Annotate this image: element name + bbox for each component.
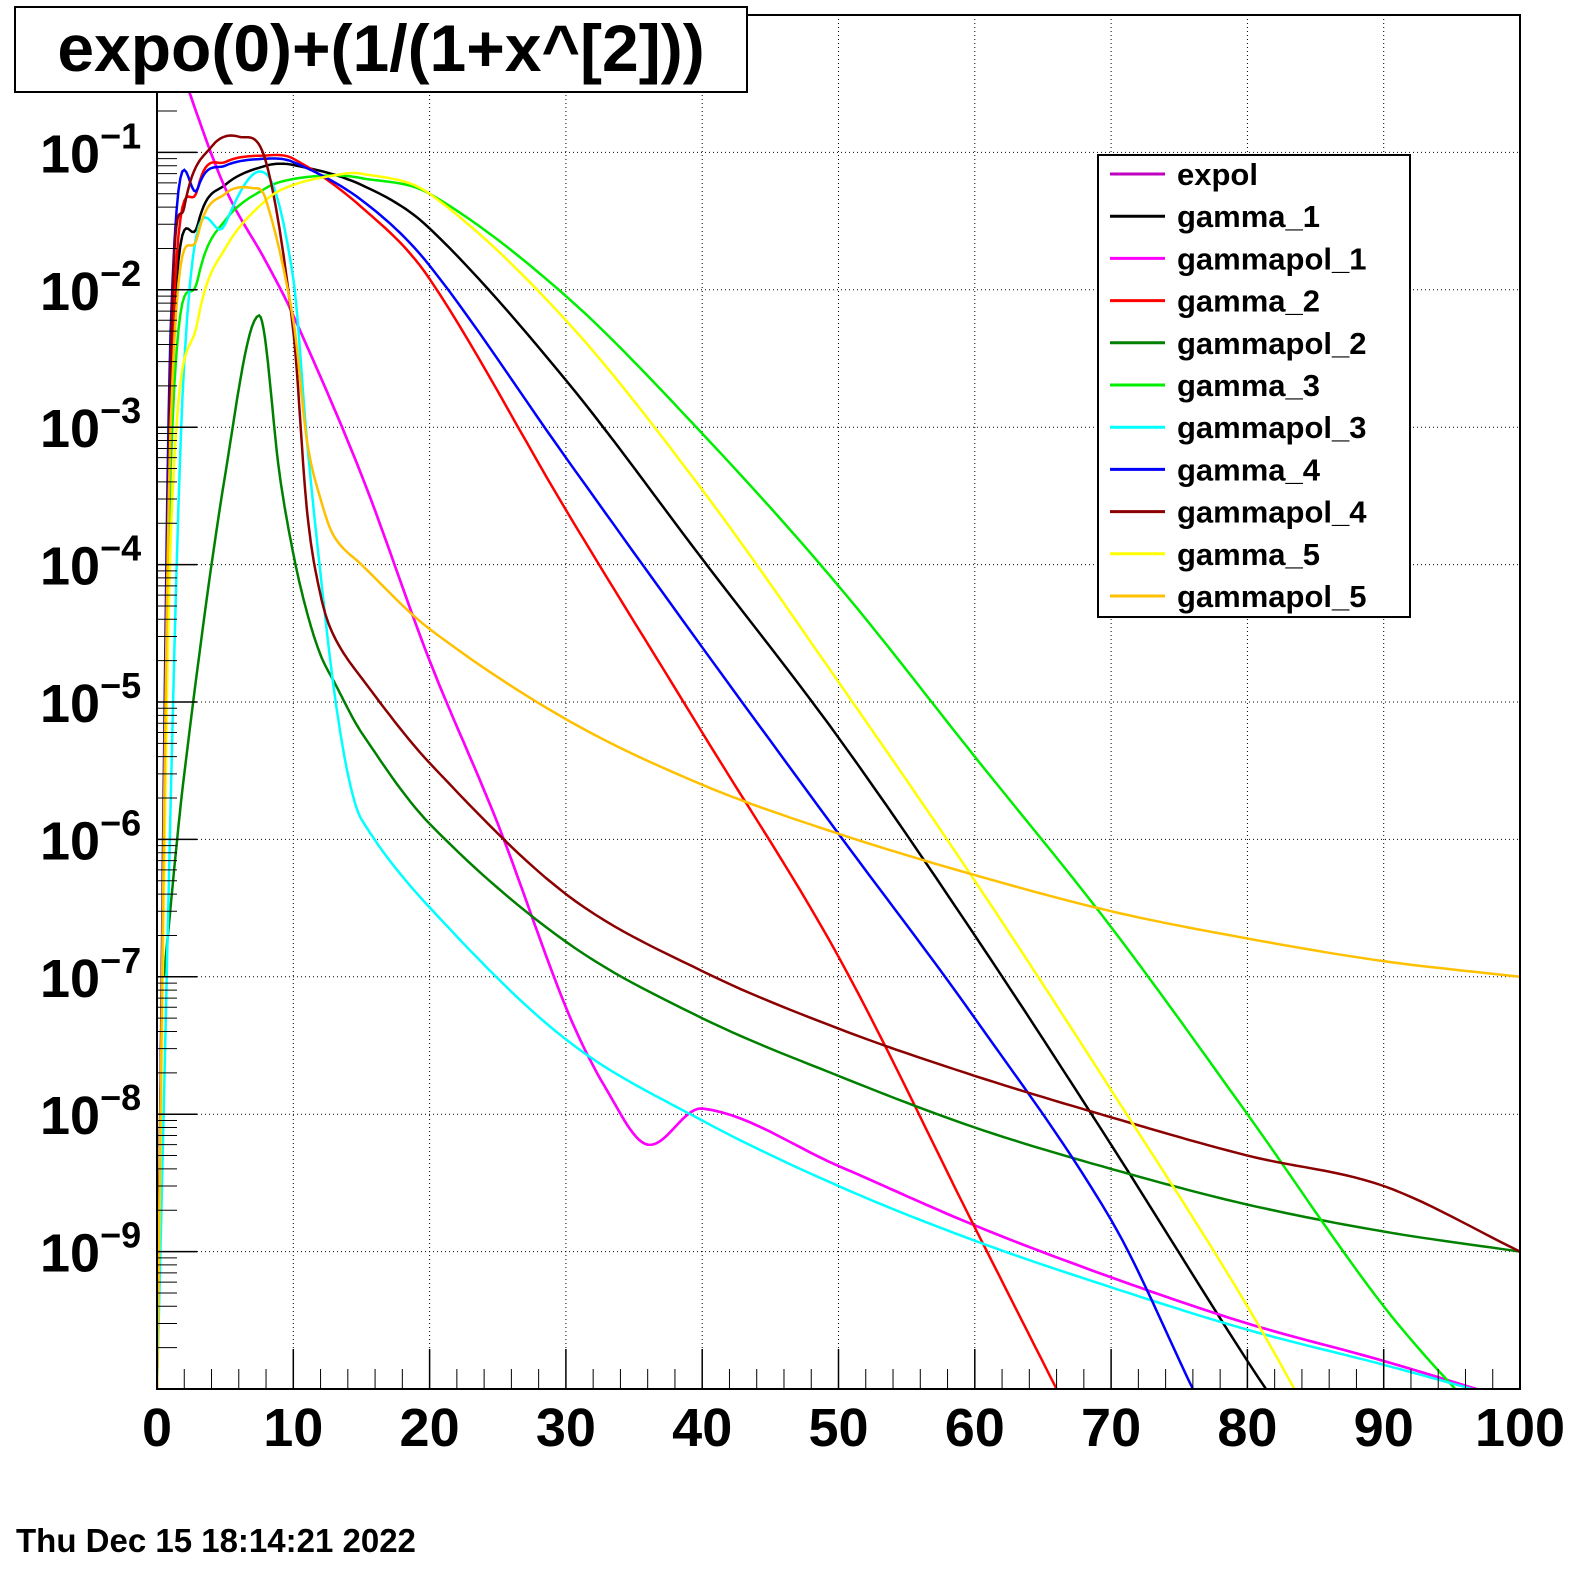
series-gammapol_1	[162, 15, 1481, 1389]
y-tick-exponent: −9	[100, 1215, 141, 1256]
y-tick-base: 10	[40, 262, 100, 322]
x-tick-labels: 0 10 20 30 40 50 60 70 80 90 100	[142, 1398, 1565, 1458]
series-gammapol_4	[157, 134, 1520, 1389]
y-tick-exponent: −4	[100, 528, 141, 569]
legend-label-expol: expol	[1177, 157, 1258, 192]
y-tick-label: 10−4	[40, 528, 141, 597]
y-tick-exponent: −3	[100, 390, 141, 431]
y-tick-label: 10−8	[40, 1077, 141, 1146]
legend-label-gamma_3: gamma_3	[1177, 368, 1320, 403]
y-tick-exponent: −1	[100, 115, 141, 156]
legend-label-gamma_5: gamma_5	[1177, 537, 1320, 572]
legend-label-gammapol_4: gammapol_4	[1177, 495, 1367, 530]
chart-title: expo(0)+(1/(1+x^[2]))	[57, 11, 704, 85]
legend-label-gamma_1: gamma_1	[1177, 199, 1320, 234]
y-tick-label: 10−7	[40, 940, 141, 1009]
x-tick-label: 70	[1081, 1398, 1141, 1458]
timestamp: Thu Dec 15 18:14:21 2022	[16, 1522, 416, 1559]
x-tick-label: 60	[945, 1398, 1005, 1458]
y-tick-base: 10	[40, 537, 100, 597]
title-box: expo(0)+(1/(1+x^[2]))	[14, 6, 748, 93]
x-tick-label: 50	[808, 1398, 868, 1458]
legend-label-gammapol_3: gammapol_3	[1177, 410, 1367, 445]
series-gamma_1	[157, 162, 1268, 1389]
y-tick-label: 10−2	[40, 253, 141, 322]
legend: expol gamma_1 gammapol_1 gamma_2 gammapol_2g…	[1097, 154, 1411, 618]
x-tick-label: 20	[400, 1398, 460, 1458]
y-tick-base: 10	[40, 674, 100, 734]
x-tick-label: 0	[142, 1398, 172, 1458]
series-gamma_5	[157, 171, 1296, 1389]
y-tick-base: 10	[40, 1086, 100, 1146]
x-tick-label: 100	[1475, 1398, 1565, 1458]
x-tick-label: 30	[536, 1398, 596, 1458]
y-tick-base: 10	[40, 124, 100, 184]
y-tick-base: 10	[40, 399, 100, 459]
y-tick-exponent: −2	[100, 253, 141, 294]
y-tick-label: 10−9	[40, 1215, 141, 1284]
y-tick-exponent: −7	[100, 940, 141, 981]
legend-label-gammapol_2: gammapol_2	[1177, 326, 1367, 361]
y-tick-exponent: −8	[100, 1077, 141, 1118]
axis-ticks	[156, 14, 1521, 1390]
y-tick-label: 10−5	[40, 665, 141, 734]
curves	[157, 15, 1520, 1389]
y-tick-label: 10−6	[40, 802, 141, 871]
series-gammapol_2	[162, 313, 1520, 1253]
y-tick-base: 10	[40, 949, 100, 1009]
x-tick-label: 40	[672, 1398, 732, 1458]
legend-label-gammapol_1: gammapol_1	[1177, 241, 1367, 276]
y-tick-labels: 10−110−210−310−410−510−610−710−810−9	[40, 115, 141, 1283]
legend-label-gammapol_5: gammapol_5	[1177, 579, 1367, 614]
x-tick-label: 10	[263, 1398, 323, 1458]
y-tick-exponent: −5	[100, 665, 141, 706]
series-gammapol_3	[157, 170, 1477, 1389]
series-gammapol_5	[157, 185, 1520, 1389]
x-tick-label: 80	[1217, 1398, 1277, 1458]
y-tick-base: 10	[40, 811, 100, 871]
y-tick-label: 10−3	[40, 390, 141, 459]
y-tick-label: 10−1	[40, 115, 141, 184]
series-gamma_4	[157, 157, 1195, 1389]
x-tick-label: 90	[1354, 1398, 1414, 1458]
legend-label-gamma_2: gamma_2	[1177, 284, 1320, 319]
y-tick-base: 10	[40, 1224, 100, 1284]
y-tick-exponent: −6	[100, 802, 141, 843]
legend-label-gamma_4: gamma_4	[1177, 452, 1321, 487]
